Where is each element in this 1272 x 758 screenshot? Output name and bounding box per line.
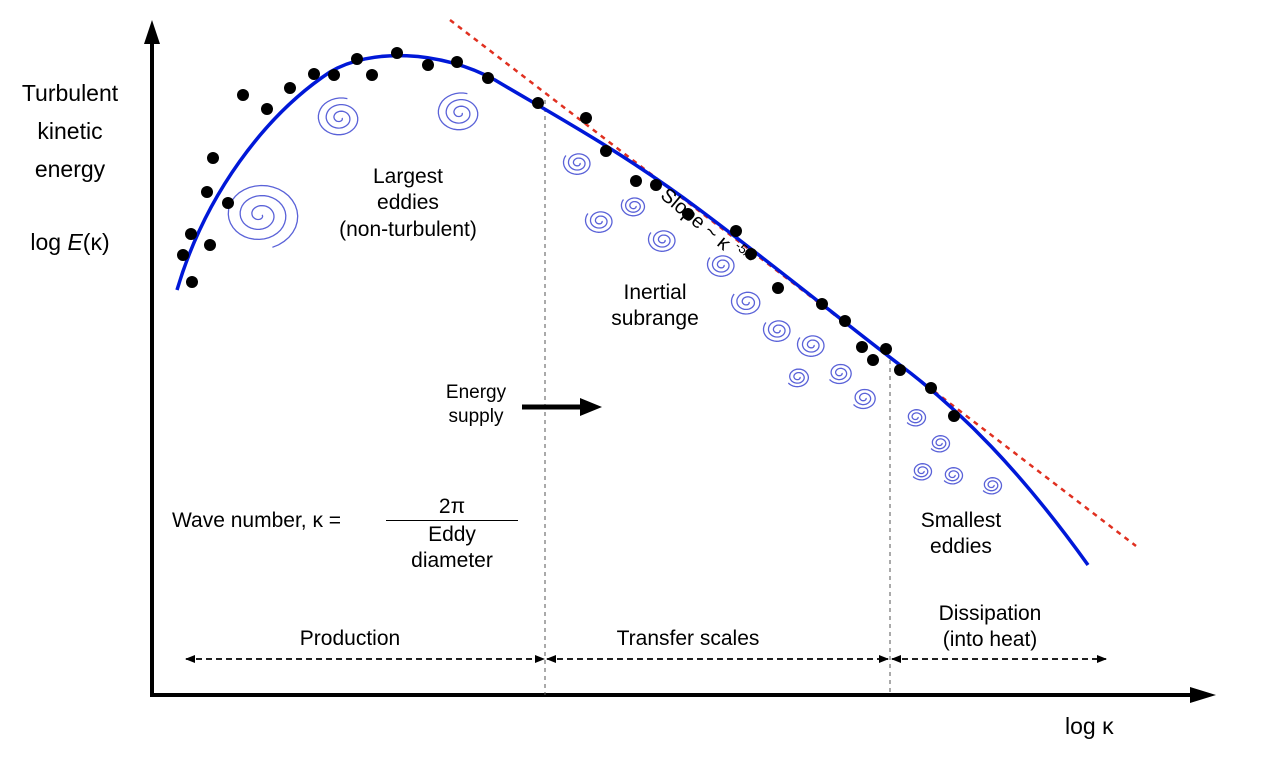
largest-eddies-line-1: Largest bbox=[372, 165, 444, 188]
transfer-scales-label: Transfer scales bbox=[616, 627, 760, 650]
measured-points bbox=[177, 47, 960, 422]
wave-number-numerator: 2π bbox=[438, 495, 466, 518]
data-point bbox=[451, 56, 463, 68]
spiral-eddy-icon bbox=[317, 97, 359, 136]
spiral-eddy-icon bbox=[562, 153, 591, 175]
largest-eddies-label: Largest eddies (non-turbulent) bbox=[318, 164, 498, 243]
data-point bbox=[948, 410, 960, 422]
y-axis-label-line-2: kinetic bbox=[37, 118, 103, 144]
spiral-eddy-icon bbox=[853, 388, 876, 410]
data-point bbox=[204, 239, 216, 251]
inertial-line-1: Inertial bbox=[623, 281, 687, 304]
data-point bbox=[284, 82, 296, 94]
eddy-spirals bbox=[227, 92, 1003, 495]
y-axis-arrowhead bbox=[144, 20, 160, 44]
data-point bbox=[894, 364, 906, 376]
data-point bbox=[391, 47, 403, 59]
wave-number-denominator: Eddy diameter bbox=[411, 523, 493, 573]
spiral-eddy-icon bbox=[762, 320, 791, 342]
data-point bbox=[880, 343, 892, 355]
data-point bbox=[600, 145, 612, 157]
data-point bbox=[207, 152, 219, 164]
smallest-eddies-line-2: eddies bbox=[930, 535, 992, 559]
spiral-eddy-icon bbox=[647, 230, 676, 252]
data-point bbox=[237, 89, 249, 101]
fraction-bar bbox=[386, 520, 518, 521]
spiral-eddy-icon bbox=[912, 463, 933, 481]
wave-number-lhs: Wave number, κ = bbox=[172, 509, 342, 532]
inertial-subrange-label: Inertial subrange bbox=[600, 280, 710, 333]
x-axis-arrowhead bbox=[1190, 687, 1216, 703]
y-axis-label: Turbulent kinetic energy bbox=[6, 74, 134, 188]
spiral-eddy-icon bbox=[584, 211, 613, 233]
y-axis-label-line-3: energy bbox=[34, 156, 106, 182]
smallest-eddies-line-1: Smallest bbox=[920, 509, 1002, 532]
dissipation-line-1: Dissipation bbox=[938, 602, 1042, 625]
inertial-line-2: subrange bbox=[611, 307, 699, 331]
dissipation-line-2: (into heat) bbox=[942, 628, 1038, 652]
spiral-eddy-icon bbox=[943, 467, 964, 485]
data-point bbox=[351, 53, 363, 65]
data-point bbox=[177, 249, 189, 261]
data-point bbox=[630, 175, 642, 187]
data-point bbox=[328, 69, 340, 81]
spiral-eddy-icon bbox=[620, 197, 646, 217]
data-point bbox=[308, 68, 320, 80]
spiral-eddy-icon bbox=[982, 477, 1003, 495]
y-axis-log-label: log E(κ) bbox=[6, 228, 134, 257]
y-log-suffix: (κ) bbox=[82, 229, 110, 255]
data-point bbox=[580, 112, 592, 124]
data-point bbox=[856, 341, 868, 353]
axes bbox=[144, 20, 1216, 703]
largest-eddies-line-2: eddies bbox=[377, 191, 439, 215]
spiral-eddy-icon bbox=[730, 291, 761, 315]
data-point bbox=[650, 179, 662, 191]
data-point bbox=[745, 248, 757, 260]
spiral-eddy-icon bbox=[829, 363, 852, 385]
dissipation-label: Dissipation (into heat) bbox=[900, 601, 1080, 654]
spiral-eddy-icon bbox=[930, 435, 951, 453]
data-point bbox=[185, 228, 197, 240]
x-axis-label: log κ bbox=[1065, 713, 1114, 739]
data-point bbox=[482, 72, 494, 84]
spiral-eddy-icon bbox=[787, 368, 810, 388]
production-label: Production bbox=[299, 627, 401, 650]
largest-eddies-line-3: (non-turbulent) bbox=[339, 217, 477, 241]
energy-supply-line-1: Energy bbox=[445, 382, 507, 403]
data-point bbox=[532, 97, 544, 109]
energy-supply-arrow-icon bbox=[522, 398, 602, 416]
data-point bbox=[772, 282, 784, 294]
data-point bbox=[867, 354, 879, 366]
y-log-italic: E bbox=[67, 229, 83, 255]
data-point bbox=[366, 69, 378, 81]
y-log-prefix: log bbox=[30, 229, 68, 255]
spiral-eddy-icon bbox=[227, 184, 299, 248]
data-point bbox=[222, 197, 234, 209]
energy-supply-line-2: supply bbox=[448, 405, 504, 427]
data-point bbox=[839, 315, 851, 327]
energy-supply-label: Energy supply bbox=[436, 381, 516, 429]
data-point bbox=[730, 225, 742, 237]
data-point bbox=[682, 208, 694, 220]
data-point bbox=[422, 59, 434, 71]
spiral-eddy-icon bbox=[796, 335, 825, 357]
data-point bbox=[925, 382, 937, 394]
smallest-eddies-label: Smallest eddies bbox=[906, 508, 1016, 561]
y-axis-label-line-1: Turbulent bbox=[21, 80, 119, 106]
data-point bbox=[201, 186, 213, 198]
data-point bbox=[186, 276, 198, 288]
spiral-eddy-icon bbox=[906, 409, 927, 427]
data-point bbox=[816, 298, 828, 310]
spiral-eddy-icon bbox=[706, 255, 735, 277]
spiral-eddy-icon bbox=[437, 92, 479, 131]
data-point bbox=[261, 103, 273, 115]
